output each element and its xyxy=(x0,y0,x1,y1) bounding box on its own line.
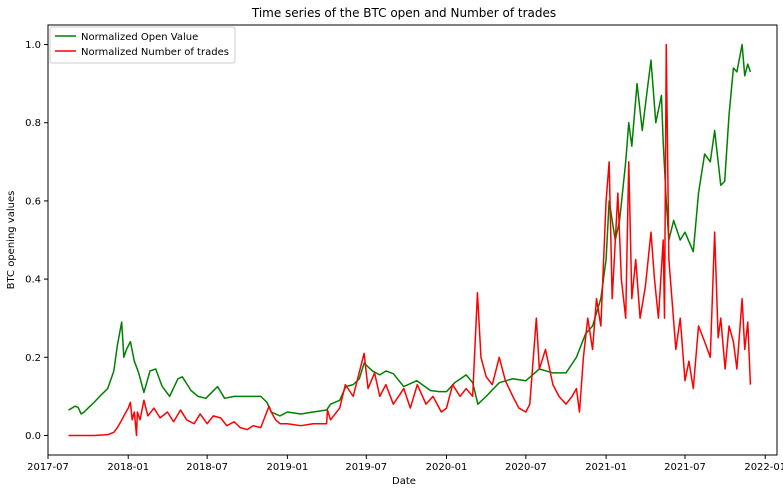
x-tick-label: 2019-01 xyxy=(266,462,308,473)
x-tick-label: 2018-01 xyxy=(107,462,149,473)
x-tick-label: 2020-01 xyxy=(426,462,468,473)
y-tick-label: 0.0 xyxy=(25,431,41,442)
x-tick-label: 2019-07 xyxy=(345,462,387,473)
x-tick-label: 2020-07 xyxy=(505,462,547,473)
x-tick-label: 2022-01 xyxy=(744,462,783,473)
series-line-open-value xyxy=(68,43,752,417)
legend-box xyxy=(49,26,236,64)
y-tick-label: 0.8 xyxy=(25,118,41,129)
y-axis: 0.0 0.2 0.4 0.6 0.8 1.0 xyxy=(25,40,48,442)
series-line-number-of-trades xyxy=(68,43,752,437)
y-tick-label: 1.0 xyxy=(25,40,41,51)
x-tick-label: 2021-01 xyxy=(585,462,627,473)
legend-label-open: Normalized Open Value xyxy=(81,32,198,43)
plot-frame xyxy=(47,24,778,456)
x-tick-label: 2018-07 xyxy=(186,462,228,473)
x-tick-label: 2017-07 xyxy=(27,462,69,473)
y-tick-label: 0.4 xyxy=(25,275,41,286)
legend-label-trades: Normalized Number of trades xyxy=(81,47,229,58)
x-axis: 2017-07 2018-01 2018-07 2019-01 2019-07 2020-… xyxy=(27,455,783,473)
y-axis-label: BTC opening values xyxy=(6,191,17,290)
x-axis-label: Date xyxy=(392,476,416,487)
chart-title: Time series of the BTC open and Number o… xyxy=(251,6,556,20)
x-tick-label: 2021-07 xyxy=(664,462,706,473)
y-tick-label: 0.6 xyxy=(25,196,41,207)
y-tick-label: 0.2 xyxy=(25,353,41,364)
legend: Normalized Open Value Normalized Number … xyxy=(49,26,236,64)
